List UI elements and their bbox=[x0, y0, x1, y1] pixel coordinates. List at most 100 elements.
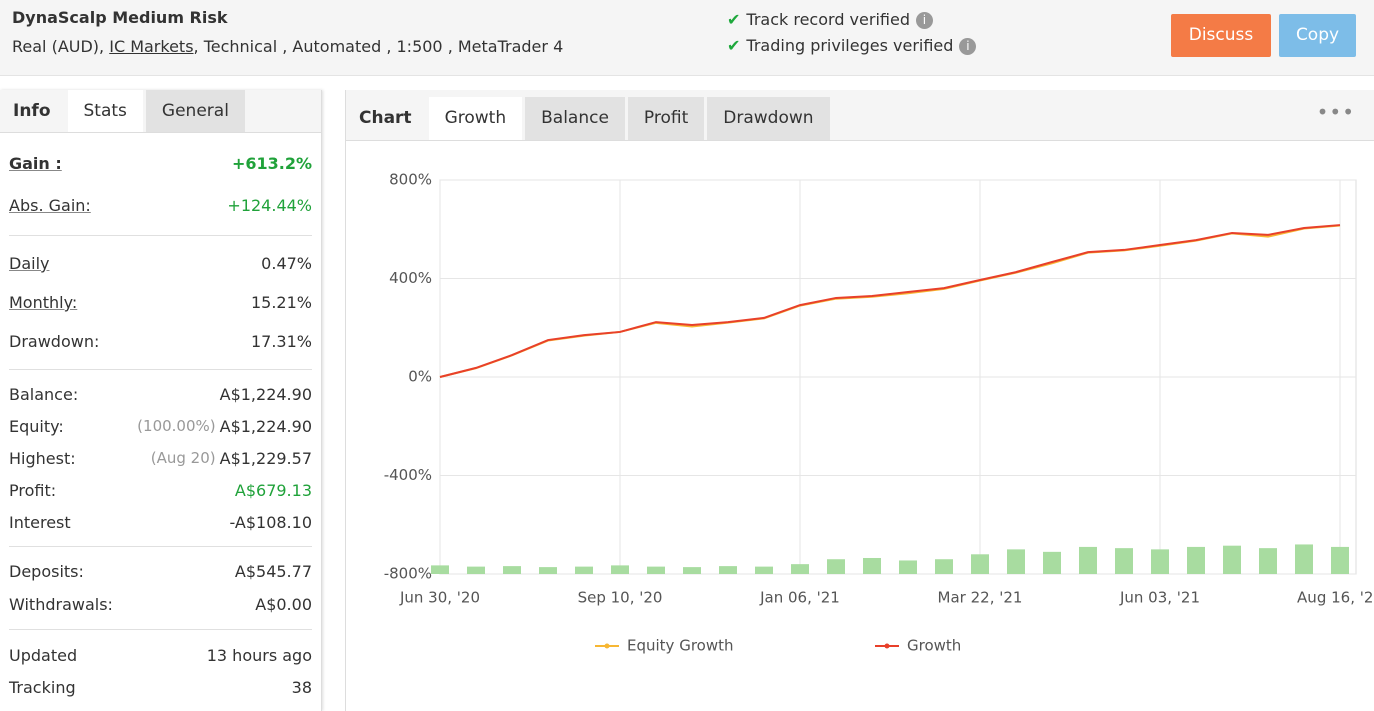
broker-link[interactable]: IC Markets bbox=[109, 37, 194, 56]
y-tick-label: -800% bbox=[384, 565, 432, 583]
volume-bar bbox=[899, 560, 917, 574]
button[interactable]: Copy bbox=[1279, 14, 1356, 57]
check-icon: ✔ bbox=[727, 36, 741, 55]
info-icon[interactable]: i bbox=[915, 12, 933, 29]
stat-label: Drawdown: bbox=[9, 332, 100, 351]
stats-row: Balance: A$1,224.90 bbox=[9, 378, 312, 410]
subtitle-text: Real (AUD), bbox=[12, 37, 105, 56]
tab[interactable]: Balance bbox=[525, 97, 625, 140]
stats-group: Balance: A$1,224.90 Equity: (100.00%) A$1,22… bbox=[9, 370, 312, 547]
y-tick-label: 800% bbox=[389, 171, 432, 189]
stat-label: Monthly: bbox=[9, 293, 78, 312]
stats-tabs: Info Stats General bbox=[0, 90, 321, 133]
volume-bar bbox=[575, 566, 593, 574]
stat-value: -A$108.10 bbox=[229, 512, 312, 532]
stats-group: Gain : +613.2% Abs. Gain: +124.44% bbox=[9, 133, 312, 236]
stat-label: Interest bbox=[9, 512, 71, 532]
tab[interactable]: Chart bbox=[359, 108, 412, 128]
chart-panel: Chart Growth Balance Profit Drawdown ••• -80… bbox=[345, 90, 1374, 711]
stats-row: Abs. Gain: +124.44% bbox=[9, 184, 312, 226]
stats-panel: Info Stats General Gain : +613.2% Abs. Gain:… bbox=[0, 90, 322, 711]
stat-value: +613.2% bbox=[231, 153, 312, 173]
info-icon[interactable]: i bbox=[959, 38, 977, 55]
stat-value: A$679.13 bbox=[234, 480, 312, 500]
stat-label: Withdrawals: bbox=[9, 595, 113, 614]
volume-bar bbox=[1115, 548, 1133, 574]
x-tick-label: Aug 16, '21 bbox=[1297, 589, 1374, 607]
volume-bar bbox=[1007, 549, 1025, 574]
stat-value: A$1,224.90 bbox=[219, 416, 312, 436]
subtitle-text: , Technical , Automated , 1:500 , MetaTr… bbox=[193, 37, 564, 56]
chart: -800% -400% 0% 400% 800% Jun 30, '20 Sep 10, '… bbox=[384, 171, 1374, 655]
stats-row: Updated 13 hours ago bbox=[9, 639, 312, 671]
stats-row: Withdrawals: A$0.00 bbox=[9, 588, 312, 621]
tab[interactable]: Info bbox=[13, 101, 51, 121]
legend-label: Growth bbox=[907, 637, 961, 655]
tab[interactable]: General bbox=[145, 90, 245, 132]
legend-marker bbox=[884, 643, 890, 649]
y-tick-label: 0% bbox=[408, 368, 432, 386]
y-tick-label: -400% bbox=[384, 466, 432, 484]
volume-bar bbox=[791, 564, 809, 574]
stats-row: Monthly: 15.21% bbox=[9, 283, 312, 322]
stats-list: Gain : +613.2% Abs. Gain: +124.44% Daily 0.47… bbox=[0, 133, 321, 703]
x-tick-label: Jun 03, '21 bbox=[1119, 589, 1200, 607]
x-tick-label: Sep 10, '20 bbox=[578, 589, 663, 607]
header: DynaScalp Medium Risk Real (AUD), IC Mar… bbox=[0, 0, 1374, 76]
volume-bar bbox=[755, 566, 773, 574]
stats-row: Equity: (100.00%) A$1,224.90 bbox=[9, 410, 312, 442]
tab[interactable]: Stats bbox=[67, 90, 143, 132]
stat-label: Tracking bbox=[9, 677, 76, 697]
stats-row: Highest: (Aug 20) A$1,229.57 bbox=[9, 442, 312, 474]
volume-bar bbox=[971, 554, 989, 574]
verified-text: Track record verified bbox=[746, 10, 910, 29]
subtitle: Real (AUD), IC Markets, Technical , Auto… bbox=[12, 37, 563, 56]
stats-row: Gain : +613.2% bbox=[9, 142, 312, 184]
tab[interactable]: Drawdown bbox=[707, 97, 830, 140]
volume-bar bbox=[503, 566, 521, 574]
volume-bar bbox=[611, 565, 629, 574]
stat-label: Abs. Gain: bbox=[9, 195, 91, 215]
tab[interactable]: Growth bbox=[428, 97, 523, 140]
stat-value: 17.31% bbox=[250, 332, 312, 351]
stat-label: Deposits: bbox=[9, 562, 84, 581]
stat-value: 38 bbox=[291, 677, 312, 697]
stat-value: 0.47% bbox=[261, 254, 312, 273]
volume-bar bbox=[467, 566, 485, 574]
volume-bar bbox=[1043, 551, 1061, 574]
stat-value: A$0.00 bbox=[255, 595, 312, 614]
verified-item: ✔ Trading privileges verified i bbox=[727, 36, 977, 55]
check-icon: ✔ bbox=[727, 10, 741, 29]
y-tick-label: 400% bbox=[389, 269, 432, 287]
volume-bar bbox=[935, 559, 953, 574]
stat-label: Gain : bbox=[9, 153, 62, 173]
series-line bbox=[439, 224, 1341, 378]
volume-bar bbox=[719, 566, 737, 574]
stats-row: Tracking 38 bbox=[9, 671, 312, 703]
system-title: DynaScalp Medium Risk bbox=[12, 8, 228, 27]
stat-note: (100.00%) bbox=[137, 417, 216, 435]
stat-value: A$545.77 bbox=[234, 562, 312, 581]
stats-group: Updated 13 hours ago Tracking 38 bbox=[9, 630, 312, 703]
stat-value: 15.21% bbox=[250, 293, 312, 312]
verified-text: Trading privileges verified bbox=[746, 36, 954, 55]
menu-dots[interactable]: ••• bbox=[1316, 100, 1355, 124]
x-tick-label: Jan 06, '21 bbox=[759, 589, 840, 607]
tab[interactable]: Profit bbox=[627, 97, 705, 140]
volume-bar bbox=[1331, 546, 1349, 574]
x-tick-label: Jun 30, '20 bbox=[399, 589, 480, 607]
button[interactable]: Discuss bbox=[1171, 14, 1271, 57]
volume-bar bbox=[827, 559, 845, 574]
x-tick-label: Mar 22, '21 bbox=[938, 589, 1023, 607]
verified-item: ✔ Track record verified i bbox=[727, 10, 933, 29]
volume-bar bbox=[1223, 545, 1241, 574]
stats-row: Daily 0.47% bbox=[9, 244, 312, 283]
volume-bar bbox=[1187, 546, 1205, 574]
stat-value: +124.44% bbox=[227, 195, 312, 215]
volume-bar bbox=[1151, 549, 1169, 574]
stat-note: (Aug 20) bbox=[150, 449, 216, 467]
stat-label: Daily bbox=[9, 254, 50, 273]
volume-bar bbox=[683, 567, 701, 574]
stats-row: Interest -A$108.10 bbox=[9, 506, 312, 538]
